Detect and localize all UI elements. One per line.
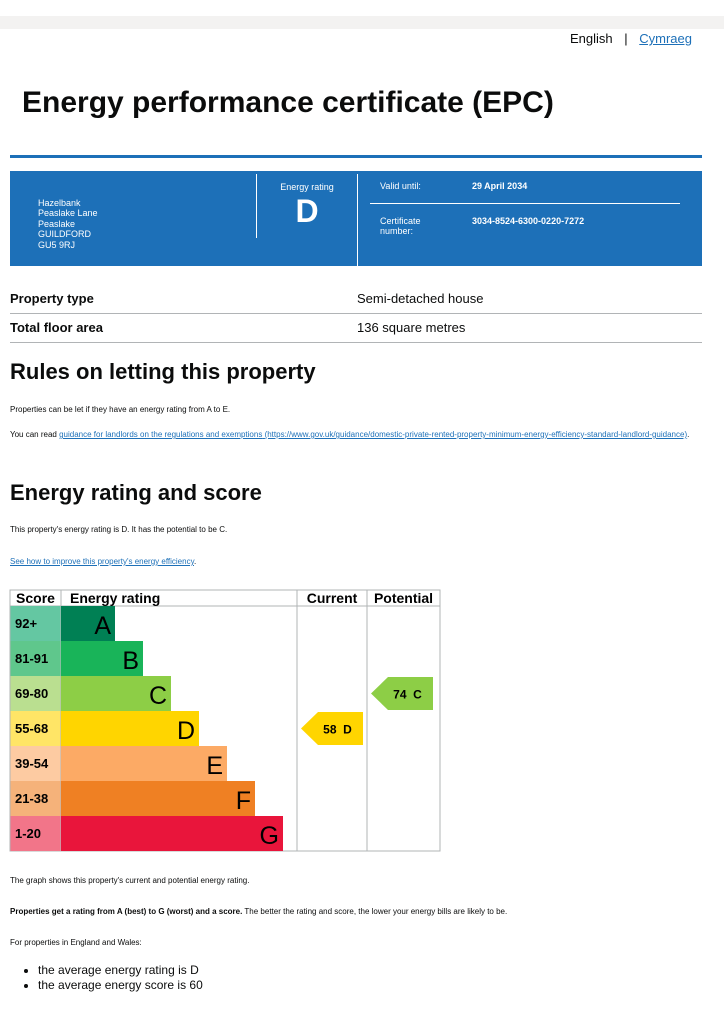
potential-arrow [371, 677, 433, 710]
row-border [10, 313, 702, 314]
link-text: guidance for landlords on the regulation… [59, 430, 263, 439]
band-bar [61, 711, 199, 746]
row-border [10, 342, 702, 343]
address-line: Peaslake [38, 218, 76, 229]
header: Energy rating [70, 590, 160, 606]
text: . [194, 557, 197, 566]
bullet: the average energy score is 60 [38, 978, 203, 993]
header: Score [16, 590, 55, 606]
language-english: English [569, 31, 613, 46]
address-line: Peaslake Lane [38, 208, 98, 219]
band-score: 92+ [15, 616, 37, 631]
band-letter: A [94, 612, 111, 640]
band-letter: E [206, 752, 223, 780]
address-line: GU5 9RJ [38, 239, 76, 250]
heading: Rules on letting this property [10, 359, 316, 384]
text: . [687, 430, 690, 439]
score-cell [10, 676, 61, 711]
paragraph: This property's energy rating is D. It h… [10, 525, 228, 534]
bold-text: Properties get a rating from A (best) to… [10, 907, 243, 916]
improve-link[interactable]: See how to improve this property's energ… [10, 557, 194, 566]
text: The better the rating and score, the low… [242, 907, 508, 916]
table-cell-label: Property type [10, 291, 94, 306]
band-score: 21-38 [15, 791, 48, 806]
current-score: 58 [323, 723, 337, 737]
paragraph: See how to improve this property's energ… [10, 557, 196, 566]
language-switch: English | Cymraeg [570, 31, 692, 46]
band-bar [61, 606, 115, 641]
address-line: Hazelbank [38, 198, 81, 208]
band-score: 55-68 [15, 721, 48, 736]
current-label: 58 D [323, 723, 352, 737]
band-bar [61, 816, 283, 851]
score-cell [10, 816, 61, 851]
table-cell-value: 136 square metres [357, 320, 466, 335]
band-letter: C [149, 682, 167, 710]
band-bar [61, 676, 171, 711]
current-letter: D [343, 723, 352, 737]
epc-chart: Score Energy rating Current Potential 92+ A 81… [9, 589, 441, 852]
heading: Energy rating and score [10, 480, 262, 505]
potential-letter: C [413, 688, 422, 702]
paragraph: Properties can be let if they have an en… [10, 405, 231, 414]
paragraph: For properties in England and Wales: [10, 938, 142, 947]
link-url: (https://www.gov.uk/guidance/domestic-pr… [264, 430, 688, 439]
top-bar [0, 16, 724, 29]
band-bar [61, 781, 255, 816]
rating-letter: D [295, 193, 319, 229]
separator: | [624, 31, 628, 46]
band-bar [61, 641, 143, 676]
band-letter: B [122, 647, 139, 675]
header: Current [307, 590, 358, 606]
table-cell-label: Total floor area [10, 320, 103, 335]
table-cell-value: Semi-detached house [357, 291, 484, 306]
paragraph: You can read guidance for landlords on t… [10, 429, 700, 440]
band-score: 39-54 [15, 756, 49, 771]
title-rule [10, 155, 702, 158]
paragraph: Properties get a rating from A (best) to… [10, 907, 507, 916]
score-cell [10, 781, 61, 816]
paragraph: The graph shows this property's current … [10, 876, 250, 885]
rating-label: Energy rating [280, 182, 334, 192]
band-score: 1-20 [15, 826, 41, 841]
header: Potential [374, 590, 433, 606]
address-line: GUILDFORD [38, 229, 92, 240]
score-cell [10, 711, 61, 746]
valid-date: 29 April 2034 [472, 181, 528, 191]
divider [370, 203, 680, 204]
score-cell [10, 606, 61, 641]
address: Hazelbank Peaslake Lane Peaslake GUILDFORD G… [38, 198, 98, 250]
score-cell [10, 746, 61, 781]
band-letter: D [177, 717, 195, 745]
band-letter: G [260, 822, 279, 850]
divider [357, 174, 358, 266]
page-title: Energy performance certificate (EPC) [22, 86, 554, 119]
band-letter: F [236, 787, 251, 815]
language-welsh[interactable]: Cymraeg [639, 31, 692, 46]
text: You can read [10, 430, 60, 439]
cert-number: 3034-8524-6300-0220-7272 [472, 216, 585, 226]
bullet-list: the average energy rating is Dthe averag… [0, 963, 203, 993]
bullet: the average energy rating is D [38, 963, 203, 978]
band-score: 69-80 [15, 686, 48, 701]
guidance-link[interactable]: guidance for landlords on the regulation… [59, 430, 687, 439]
current-arrow [301, 712, 363, 745]
divider [256, 174, 257, 238]
band-score: 81-91 [15, 651, 48, 666]
score-cell [10, 641, 61, 676]
band-bar [61, 746, 227, 781]
valid-label: Valid until: [380, 181, 421, 191]
cert-label: Certificate number: [380, 216, 421, 236]
potential-score: 74 [393, 688, 407, 702]
potential-label: 74 C [393, 688, 422, 702]
summary-box: Hazelbank Peaslake Lane Peaslake GUILDFORD G… [10, 171, 702, 266]
